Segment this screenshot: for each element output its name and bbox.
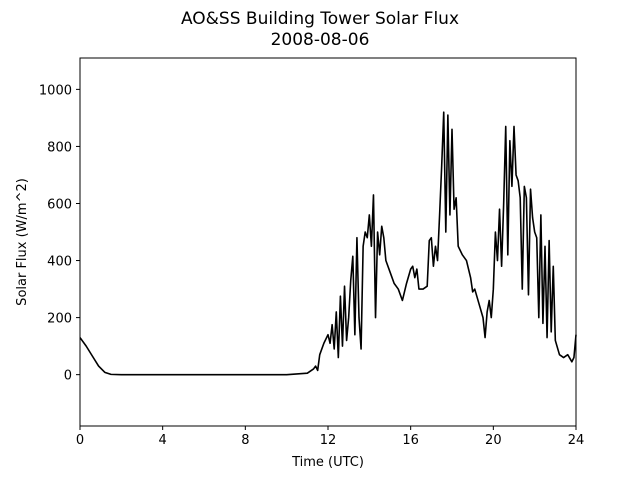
x-tick-label: 12: [320, 433, 337, 448]
x-tick-label: 16: [402, 433, 419, 448]
y-tick-label: 800: [47, 140, 72, 155]
y-tick-label: 400: [47, 255, 72, 270]
x-tick-label: 20: [485, 433, 502, 448]
chart-title: AO&SS Building Tower Solar Flux: [181, 9, 459, 29]
x-tick-label: 24: [568, 433, 585, 448]
x-tick-label: 4: [159, 433, 167, 448]
chart-subtitle: 2008-08-06: [271, 30, 370, 50]
y-tick-label: 1000: [39, 83, 72, 98]
y-tick-label: 0: [64, 369, 72, 384]
x-axis-label: Time (UTC): [291, 455, 364, 470]
x-tick-label: 8: [241, 433, 249, 448]
x-tick-label: 0: [76, 433, 84, 448]
data-line: [79, 111, 577, 376]
y-tick-label: 600: [47, 197, 72, 212]
y-tick-label: 200: [47, 312, 72, 327]
y-axis-label: Solar Flux (W/m^2): [15, 178, 30, 306]
plot-frame: [79, 57, 577, 427]
